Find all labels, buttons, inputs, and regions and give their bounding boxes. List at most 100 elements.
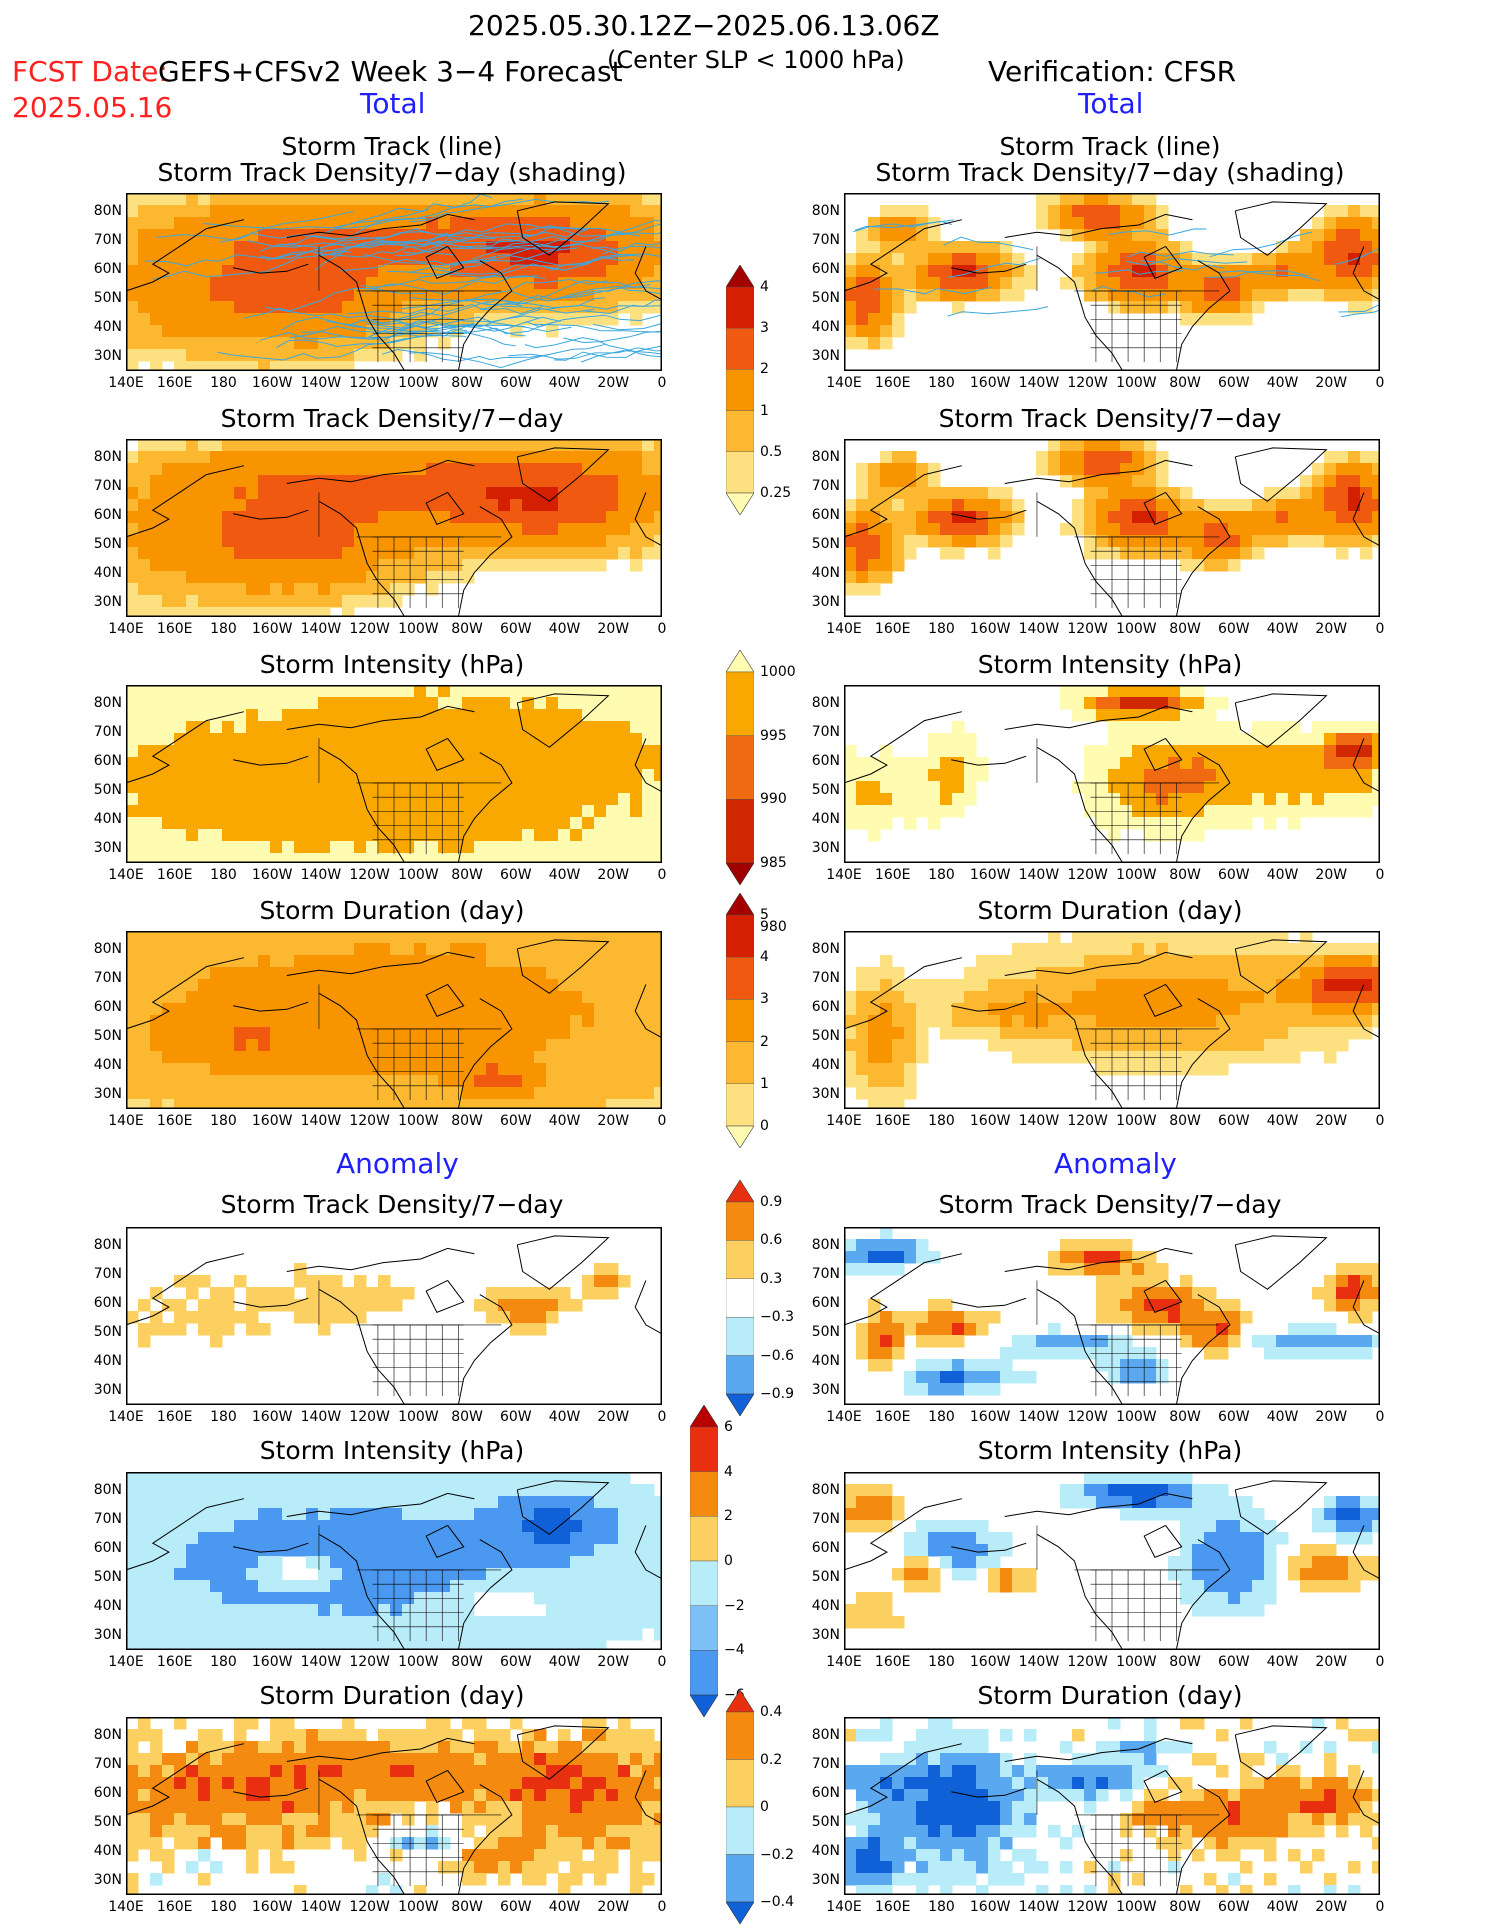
title-intensity-left: Storm Intensity (hPa) — [92, 652, 692, 678]
section-anomaly-left: Anomaly — [336, 1150, 459, 1178]
lon-label: 160E — [868, 621, 918, 637]
lon-label: 180 — [198, 375, 248, 391]
lon-label: 0 — [637, 621, 687, 637]
colorbar-label: 2 — [760, 1034, 769, 1050]
lat-label: 60N — [82, 753, 122, 769]
lon-label: 60W — [1209, 1654, 1259, 1670]
lon-label: 140W — [296, 1899, 346, 1915]
lat-label: 40N — [82, 319, 122, 335]
lon-label: 20W — [588, 1654, 638, 1670]
lat-label: 40N — [82, 1843, 122, 1859]
lon-label: 180 — [198, 621, 248, 637]
lon-label: 40W — [540, 621, 590, 637]
lon-label: 0 — [1355, 1113, 1405, 1129]
lon-label: 80W — [1160, 621, 1210, 637]
lon-label: 140W — [296, 1654, 346, 1670]
colorbar-label: 0 — [760, 1799, 769, 1815]
lon-label: 20W — [1306, 1409, 1356, 1425]
lon-label: 20W — [588, 621, 638, 637]
title-track-right: Storm Track (line) Storm Track Density/7… — [810, 134, 1410, 187]
lat-label: 30N — [800, 1382, 840, 1398]
lat-label: 50N — [800, 290, 840, 306]
lon-label: 0 — [1355, 1409, 1405, 1425]
fcst-date-label: FCST Date: — [12, 58, 168, 86]
colorbar-label: 985 — [760, 855, 787, 871]
lat-label: 30N — [800, 348, 840, 364]
lon-label: 60W — [1209, 375, 1259, 391]
lat-label: 80N — [800, 941, 840, 957]
lat-label: 50N — [800, 536, 840, 552]
colorbar-label: −0.2 — [760, 1847, 794, 1863]
lon-label: 40W — [1258, 375, 1308, 391]
lon-label: 40W — [1258, 867, 1308, 883]
lat-label: 40N — [82, 811, 122, 827]
lat-label: 30N — [800, 1086, 840, 1102]
lon-label: 120W — [1063, 375, 1113, 391]
lat-label: 70N — [800, 478, 840, 494]
title-density-left: Storm Track Density/7−day — [92, 406, 692, 432]
lon-label: 60W — [491, 1899, 541, 1915]
lat-label: 70N — [82, 1266, 122, 1282]
lon-label: 140E — [101, 867, 151, 883]
lon-label: 160W — [965, 1113, 1015, 1129]
lat-label: 50N — [82, 1028, 122, 1044]
verification-title: Verification: CFSR — [988, 58, 1236, 86]
lat-label: 40N — [800, 319, 840, 335]
lon-label: 160E — [150, 1409, 200, 1425]
lon-label: 0 — [637, 1409, 687, 1425]
lon-label: 40W — [1258, 1899, 1308, 1915]
title-duration-anom-right: Storm Duration (day) — [810, 1683, 1410, 1709]
lon-label: 120W — [1063, 867, 1113, 883]
lon-label: 80W — [1160, 867, 1210, 883]
lat-label: 50N — [82, 1569, 122, 1585]
lon-label: 0 — [637, 1113, 687, 1129]
lon-label: 120W — [345, 1654, 395, 1670]
lon-label: 160E — [150, 1113, 200, 1129]
lon-label: 100W — [393, 1113, 443, 1129]
lon-label: 20W — [588, 1409, 638, 1425]
lat-label: 70N — [82, 970, 122, 986]
lat-label: 80N — [82, 449, 122, 465]
lat-label: 40N — [82, 1353, 122, 1369]
lon-label: 100W — [393, 621, 443, 637]
lon-label: 0 — [637, 867, 687, 883]
colorbar-label: 4 — [724, 1464, 733, 1480]
lon-label: 160W — [247, 1899, 297, 1915]
colorbar-label: 0 — [760, 1118, 769, 1134]
lon-label: 80W — [1160, 1654, 1210, 1670]
lat-label: 40N — [82, 565, 122, 581]
lon-label: 140E — [819, 1654, 869, 1670]
lon-label: 180 — [916, 375, 966, 391]
lat-label: 80N — [800, 449, 840, 465]
lon-label: 160E — [868, 375, 918, 391]
lon-label: 60W — [1209, 867, 1259, 883]
lon-label: 80W — [1160, 375, 1210, 391]
lon-label: 180 — [198, 867, 248, 883]
map-duration-anom-verification-plot — [844, 1717, 1380, 1895]
colorbar-label: −0.4 — [760, 1894, 794, 1910]
title-track-left: Storm Track (line) Storm Track Density/7… — [92, 134, 692, 187]
map-density-forecast-plot — [126, 439, 662, 617]
colorbar-duration-anom-bar — [726, 1690, 754, 1924]
lon-label: 20W — [1306, 867, 1356, 883]
lat-label: 80N — [800, 203, 840, 219]
lat-label: 60N — [800, 261, 840, 277]
period-title: 2025.05.30.12Z−2025.06.13.06Z — [468, 12, 940, 40]
colorbar-label: 0.6 — [760, 1232, 782, 1248]
lat-label: 30N — [800, 1627, 840, 1643]
lat-label: 70N — [82, 724, 122, 740]
lon-label: 100W — [393, 1899, 443, 1915]
lon-label: 100W — [393, 1654, 443, 1670]
colorbar-label: −4 — [724, 1642, 745, 1658]
lat-label: 80N — [800, 1727, 840, 1743]
lat-label: 70N — [800, 1511, 840, 1527]
